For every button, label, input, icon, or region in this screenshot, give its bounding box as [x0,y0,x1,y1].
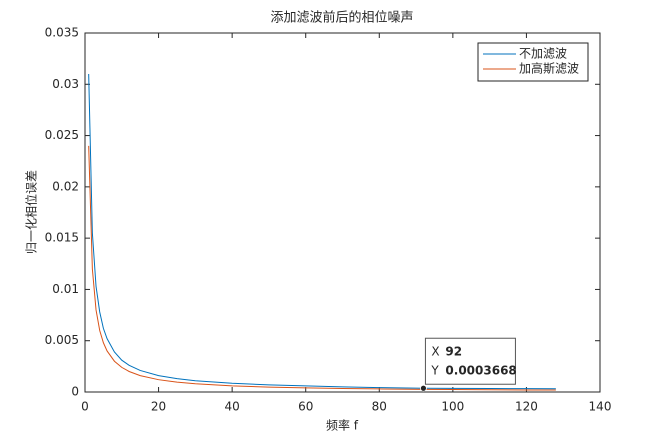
y-tick-label: 0 [71,385,79,399]
y-tick-label: 0.005 [45,333,79,347]
data-tip-box [424,337,516,385]
y-tick-label: 0.025 [45,128,79,142]
y-tick-label: 0.035 [45,26,79,40]
x-tick-label: 60 [298,400,313,414]
legend-label: 不加滤波 [519,47,567,61]
legend-box [477,42,589,82]
x-tick-label: 0 [81,400,89,414]
x-tick-label: 40 [225,400,240,414]
y-tick-label: 0.03 [52,77,79,91]
y-tick-label: 0.01 [52,282,79,296]
legend-label: 加高斯滤波 [519,61,579,76]
data-tip-x-label: X [431,345,439,359]
data-tip-marker [420,384,427,392]
series-line [88,145,556,391]
chart-title: 添加滤波前后的相位噪声 [270,10,413,26]
x-tick-label: 140 [589,400,612,414]
series-line [88,74,556,390]
y-tick-label: 0.02 [52,179,79,193]
plot-area [84,32,601,393]
x-tick-label: 80 [372,400,387,414]
y-axis-label: 归一化相位误差 [24,170,39,254]
x-tick-label: 100 [441,400,464,414]
x-axis-label: 频率 f [326,418,359,433]
y-tick-label: 0.015 [45,231,79,245]
data-tip-y-label: Y [430,364,439,378]
x-tick-label: 120 [515,400,538,414]
x-tick-label: 20 [151,400,166,414]
data-tip-y-value: 0.0003668 [445,364,516,378]
data-tip-x-value: 92 [445,345,462,359]
